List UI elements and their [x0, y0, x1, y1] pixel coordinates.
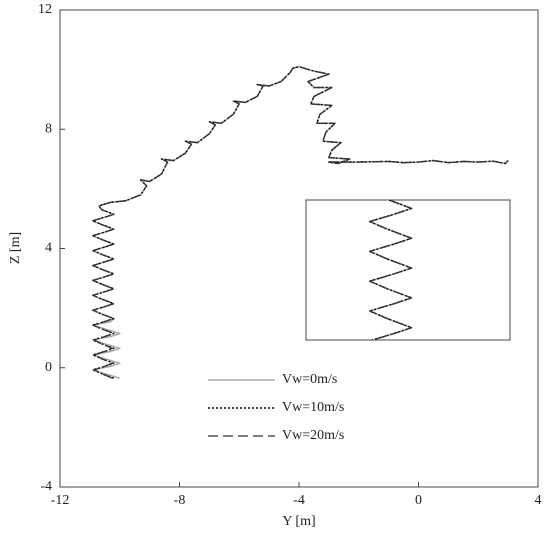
legend-label: Vw=0m/s — [282, 372, 337, 387]
y-tick-label: 0 — [45, 360, 52, 375]
series-line — [92, 65, 509, 379]
legend-label: Vw=10m/s — [282, 400, 344, 415]
x-tick-label: -8 — [174, 493, 186, 508]
y-tick-label: 4 — [45, 241, 52, 256]
x-tick-label: -4 — [293, 493, 305, 508]
legend-label: Vw=20m/s — [282, 428, 344, 443]
inset-frame — [305, 199, 511, 341]
y-tick-label: -4 — [40, 479, 52, 494]
x-tick-label: 4 — [535, 493, 542, 508]
x-tick-label: 0 — [415, 493, 422, 508]
x-tick-label: -12 — [51, 493, 70, 508]
x-axis-label: Y [m] — [282, 514, 315, 529]
y-tick-label: 8 — [45, 121, 52, 136]
y-axis-label: Z [m] — [8, 232, 23, 264]
y-tick-label: 12 — [38, 2, 52, 17]
